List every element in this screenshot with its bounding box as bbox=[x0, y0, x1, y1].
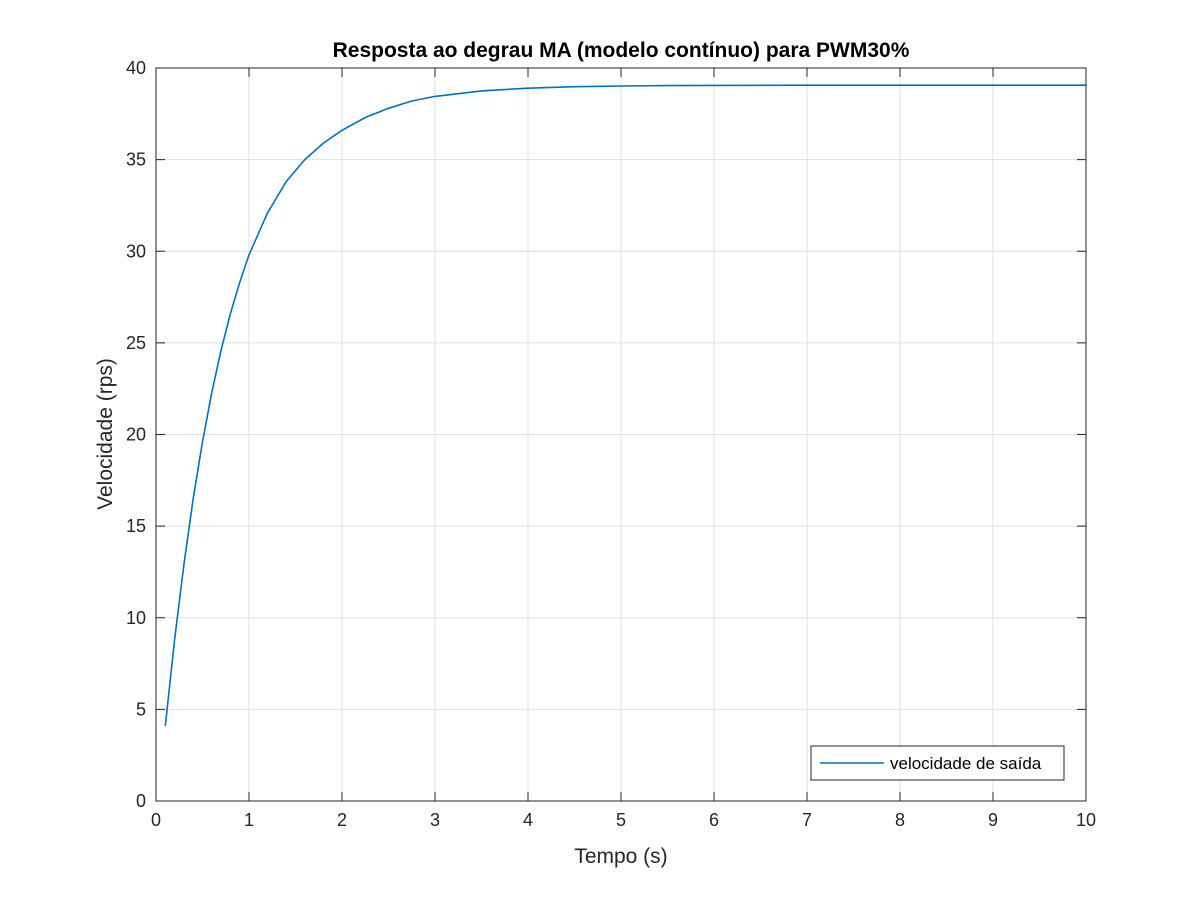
y-tick-label: 35 bbox=[126, 150, 146, 170]
x-axis-label: Tempo (s) bbox=[574, 845, 667, 868]
x-tick-label: 4 bbox=[523, 810, 533, 830]
x-tick-label: 2 bbox=[337, 810, 347, 830]
x-tick-label: 1 bbox=[244, 810, 254, 830]
x-tick-label: 5 bbox=[616, 810, 626, 830]
x-tick-label: 10 bbox=[1076, 810, 1096, 830]
y-tick-label: 40 bbox=[126, 58, 146, 78]
legend: velocidade de saída bbox=[810, 745, 1065, 781]
y-tick-label: 20 bbox=[126, 425, 146, 445]
x-tick-label: 6 bbox=[709, 810, 719, 830]
y-tick-label: 10 bbox=[126, 608, 146, 628]
series-line-velocidade-de-saida bbox=[164, 84, 1086, 726]
y-tick-label: 0 bbox=[136, 791, 146, 811]
y-axis-label: Velocidade (rps) bbox=[94, 358, 117, 510]
x-tick-label: 8 bbox=[895, 810, 905, 830]
x-tick-label: 7 bbox=[802, 810, 812, 830]
grid bbox=[156, 68, 1086, 801]
x-tick-label: 3 bbox=[430, 810, 440, 830]
tick-labels: 0 1 2 3 4 5 6 7 8 9 10 0 5 10 15 20 25 30 35 40 bbox=[126, 58, 1096, 830]
y-tick-label: 30 bbox=[126, 241, 146, 261]
y-tick-label: 5 bbox=[136, 699, 146, 719]
x-tick-label: 0 bbox=[151, 810, 161, 830]
x-tick-label: 9 bbox=[988, 810, 998, 830]
ticks bbox=[155, 67, 1087, 802]
series-layer bbox=[164, 84, 1086, 726]
y-tick-label: 15 bbox=[126, 516, 146, 536]
legend-entry-label: velocidade de saída bbox=[890, 754, 1042, 773]
chart-title: Resposta ao degrau MA (modelo contínuo) … bbox=[333, 39, 910, 62]
y-tick-label: 25 bbox=[126, 333, 146, 353]
